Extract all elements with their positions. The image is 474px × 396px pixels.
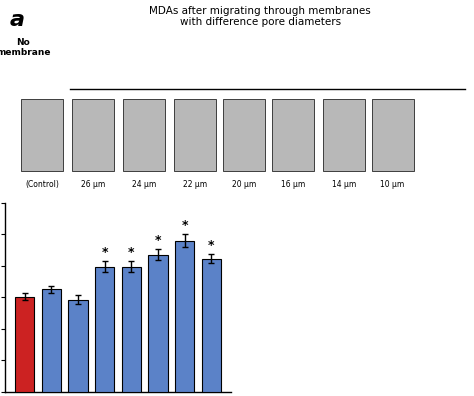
Text: 26 μm: 26 μm: [81, 180, 105, 189]
Bar: [202, 259, 221, 392]
Bar: [95, 267, 114, 392]
Text: (Control): (Control): [25, 180, 59, 189]
FancyBboxPatch shape: [123, 99, 165, 171]
Text: *: *: [182, 219, 188, 232]
Bar: [68, 300, 88, 392]
Bar: [42, 289, 61, 392]
Text: 22 μm: 22 μm: [183, 180, 207, 189]
Text: c: c: [247, 207, 260, 227]
Text: 20 μm: 20 μm: [232, 180, 256, 189]
Text: No
membrane: No membrane: [0, 38, 51, 57]
Bar: [122, 267, 141, 392]
Text: *: *: [208, 239, 215, 251]
Bar: [175, 241, 194, 392]
FancyBboxPatch shape: [223, 99, 265, 171]
FancyBboxPatch shape: [174, 99, 216, 171]
Text: a: a: [9, 10, 24, 30]
Text: *: *: [101, 246, 108, 259]
Bar: [148, 255, 168, 392]
Text: MDAs after migrating through membranes
with difference pore diameters: MDAs after migrating through membranes w…: [149, 6, 371, 27]
Text: *: *: [128, 246, 135, 259]
FancyBboxPatch shape: [272, 99, 314, 171]
Text: 16 μm: 16 μm: [281, 180, 305, 189]
Text: 24 μm: 24 μm: [132, 180, 156, 189]
Text: 10 μm: 10 μm: [381, 180, 405, 189]
FancyBboxPatch shape: [21, 99, 63, 171]
Text: *: *: [155, 234, 161, 247]
FancyBboxPatch shape: [372, 99, 413, 171]
FancyBboxPatch shape: [323, 99, 365, 171]
FancyBboxPatch shape: [72, 99, 114, 171]
Bar: [15, 297, 34, 392]
Text: 14 μm: 14 μm: [332, 180, 356, 189]
